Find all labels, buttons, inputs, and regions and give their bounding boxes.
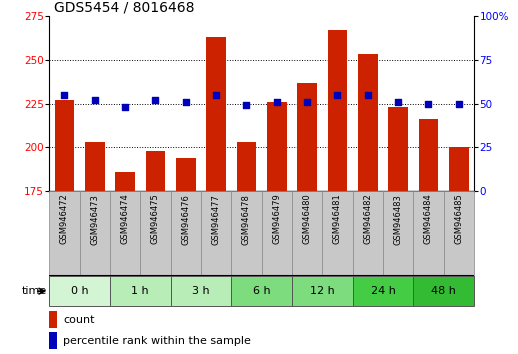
Text: 48 h: 48 h — [431, 286, 456, 296]
Text: GSM946483: GSM946483 — [394, 194, 402, 245]
Bar — [110, 191, 140, 276]
Text: GSM946473: GSM946473 — [90, 194, 99, 245]
Bar — [146, 151, 165, 191]
Bar — [297, 82, 317, 191]
Bar — [388, 107, 408, 191]
Bar — [110, 276, 170, 306]
Text: GSM946477: GSM946477 — [211, 194, 221, 245]
Bar — [327, 30, 347, 191]
Text: percentile rank within the sample: percentile rank within the sample — [63, 336, 251, 346]
Text: GSM946472: GSM946472 — [60, 194, 69, 245]
Bar — [353, 191, 383, 276]
Bar — [231, 191, 262, 276]
Bar — [206, 37, 226, 191]
Text: GSM946475: GSM946475 — [151, 194, 160, 245]
Text: GSM946476: GSM946476 — [181, 194, 190, 245]
Point — [212, 92, 220, 98]
Point — [455, 101, 463, 106]
Bar — [49, 332, 57, 349]
Bar — [358, 55, 378, 191]
Text: GSM946478: GSM946478 — [242, 194, 251, 245]
Text: 24 h: 24 h — [370, 286, 395, 296]
Bar — [383, 191, 413, 276]
Bar — [413, 191, 443, 276]
Bar — [449, 147, 469, 191]
Bar — [443, 191, 474, 276]
Bar — [237, 142, 256, 191]
Text: count: count — [63, 315, 95, 325]
Point — [364, 92, 372, 98]
Text: 3 h: 3 h — [192, 286, 210, 296]
Bar — [140, 191, 170, 276]
Bar — [115, 172, 135, 191]
Point — [333, 92, 341, 98]
Text: time: time — [21, 286, 47, 296]
Text: GSM946485: GSM946485 — [454, 194, 463, 245]
Bar — [267, 102, 286, 191]
Text: 6 h: 6 h — [253, 286, 270, 296]
Point — [60, 92, 68, 98]
Text: GDS5454 / 8016468: GDS5454 / 8016468 — [54, 0, 195, 14]
Point — [91, 97, 99, 103]
Text: GSM946480: GSM946480 — [303, 194, 312, 245]
Bar — [85, 142, 105, 191]
Text: GSM946484: GSM946484 — [424, 194, 433, 245]
Bar — [80, 191, 110, 276]
Text: 1 h: 1 h — [132, 286, 149, 296]
Text: 0 h: 0 h — [71, 286, 89, 296]
Point — [182, 99, 190, 105]
Bar — [262, 191, 292, 276]
Bar — [176, 158, 196, 191]
Bar — [54, 100, 74, 191]
Bar — [413, 276, 474, 306]
Bar — [292, 191, 322, 276]
Text: GSM946481: GSM946481 — [333, 194, 342, 245]
Bar — [292, 276, 353, 306]
Text: GSM946479: GSM946479 — [272, 194, 281, 245]
Text: 12 h: 12 h — [310, 286, 335, 296]
Bar — [49, 191, 80, 276]
Point — [424, 101, 433, 106]
Bar — [170, 191, 201, 276]
Bar — [201, 191, 231, 276]
Bar — [231, 276, 292, 306]
Point — [151, 97, 160, 103]
Bar — [322, 191, 353, 276]
Point — [272, 99, 281, 105]
Bar — [49, 276, 110, 306]
Point — [242, 102, 251, 108]
Point — [121, 104, 129, 110]
Bar — [170, 276, 231, 306]
Point — [303, 99, 311, 105]
Point — [394, 99, 402, 105]
Bar — [353, 276, 413, 306]
Bar — [419, 119, 438, 191]
Text: GSM946482: GSM946482 — [363, 194, 372, 245]
Text: GSM946474: GSM946474 — [121, 194, 130, 245]
Bar — [49, 311, 57, 328]
